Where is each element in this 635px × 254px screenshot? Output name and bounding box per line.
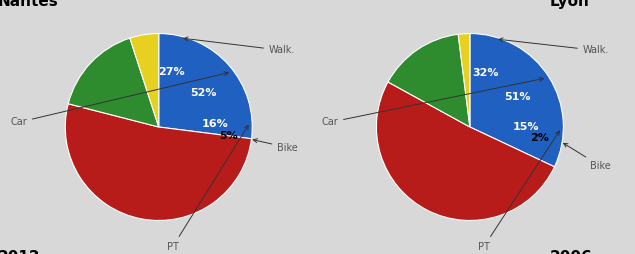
Text: Lyon: Lyon (549, 0, 589, 9)
Text: 51%: 51% (504, 92, 530, 102)
Wedge shape (68, 38, 159, 127)
Text: 2006: 2006 (549, 250, 592, 254)
Text: PT: PT (478, 131, 559, 252)
Text: 16%: 16% (201, 119, 228, 129)
Text: PT: PT (167, 125, 248, 252)
Wedge shape (159, 34, 252, 139)
Wedge shape (130, 34, 159, 127)
Text: 2012: 2012 (0, 250, 41, 254)
Text: Bike: Bike (564, 143, 611, 171)
Text: 32%: 32% (472, 68, 498, 78)
Text: 27%: 27% (159, 68, 185, 77)
Text: Car: Car (10, 72, 228, 127)
Wedge shape (388, 34, 470, 127)
Text: 2%: 2% (530, 133, 549, 143)
Wedge shape (377, 82, 554, 220)
Text: Walk.: Walk. (184, 37, 295, 55)
Text: Nantes: Nantes (0, 0, 58, 9)
Wedge shape (458, 34, 470, 127)
Wedge shape (470, 34, 563, 167)
Text: 52%: 52% (190, 88, 217, 98)
Text: 15%: 15% (512, 122, 539, 133)
Text: Bike: Bike (253, 139, 298, 153)
Text: Walk.: Walk. (499, 38, 609, 55)
Text: 5%: 5% (219, 131, 237, 141)
Wedge shape (65, 104, 251, 220)
Text: Car: Car (321, 77, 544, 127)
